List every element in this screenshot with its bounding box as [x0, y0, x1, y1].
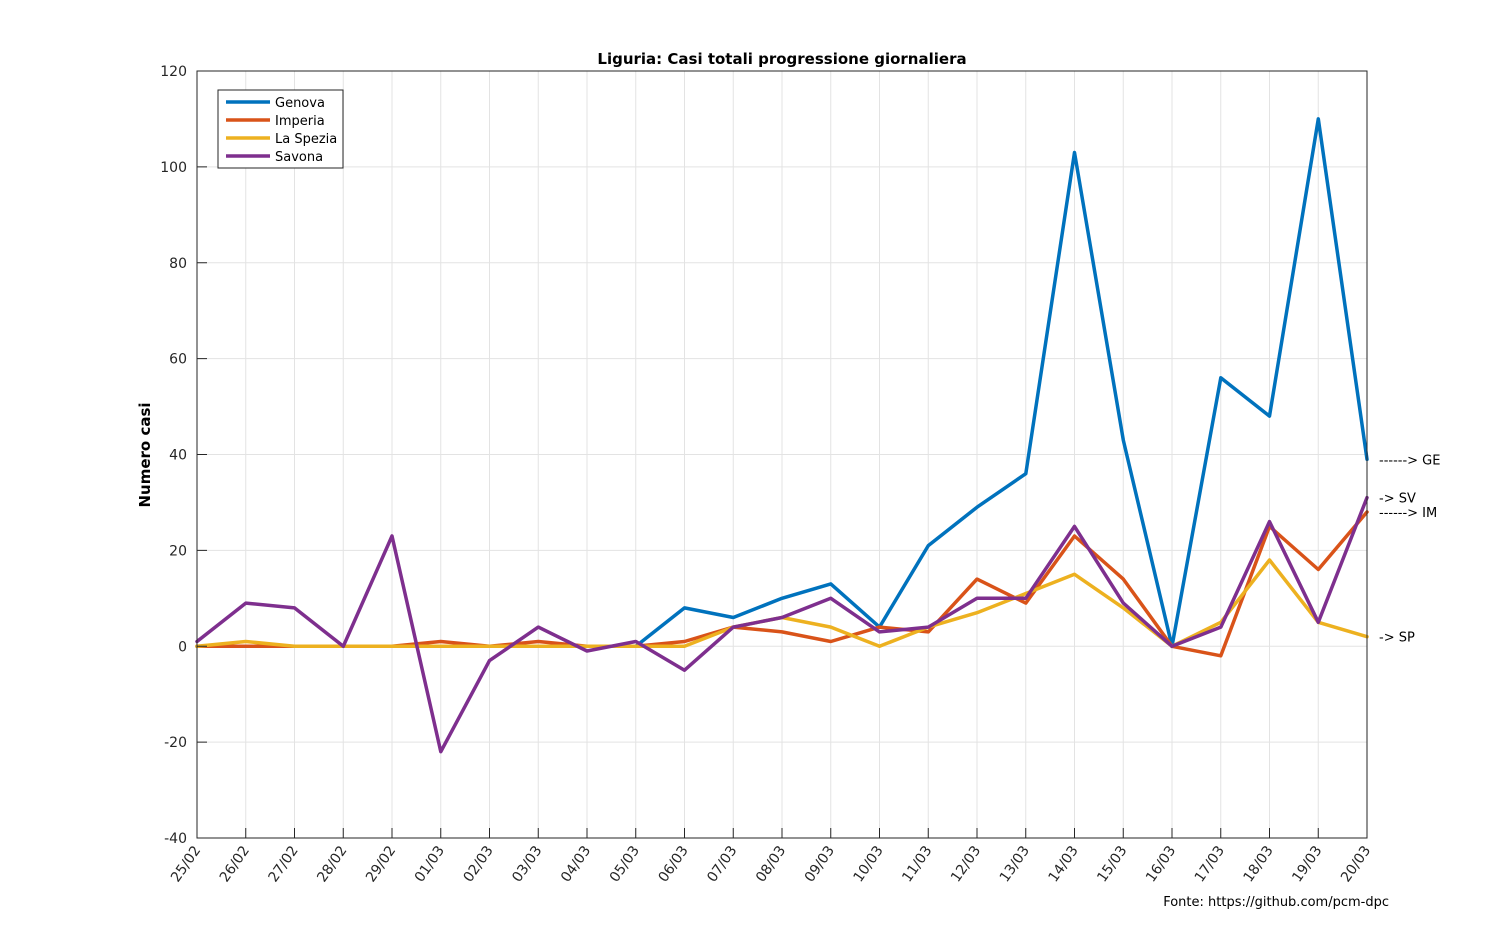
x-tick-label: 15/03 [1094, 843, 1130, 885]
x-tick-label: 17/03 [1192, 843, 1228, 885]
x-tick-label: 25/02 [168, 843, 204, 885]
x-tick-label: 04/03 [558, 843, 594, 885]
source-note: Fonte: https://github.com/pcm-dpc [1163, 895, 1389, 910]
x-tick-label: 26/02 [217, 843, 253, 885]
x-tick-label: 27/02 [266, 843, 302, 885]
y-tick-label: 0 [178, 639, 187, 655]
x-tick-label: 06/03 [656, 843, 692, 885]
y-tick-label: -20 [164, 735, 187, 751]
x-tick-label: 19/03 [1289, 843, 1325, 885]
series-line-savona [195, 495, 1369, 754]
legend: Genova Imperia La Spezia Savona [217, 89, 344, 169]
x-tick-label: 13/03 [997, 843, 1033, 885]
series-annotation: -> SP [1379, 631, 1415, 646]
x-tick-label: 01/03 [412, 843, 448, 885]
x-tick-label: 16/03 [1143, 843, 1179, 885]
y-axis-label: Numero casi [136, 402, 154, 507]
x-tick-label: 03/03 [509, 843, 545, 885]
x-tick-label: 12/03 [948, 843, 984, 885]
y-tick-label: 40 [169, 448, 187, 464]
x-tick-label: 11/03 [899, 843, 935, 885]
legend-label: Genova [275, 96, 325, 111]
y-tick-label: 100 [160, 160, 187, 176]
x-tick-label: 20/03 [1338, 843, 1374, 885]
legend-label: Imperia [275, 114, 325, 129]
x-tick-label: 14/03 [1046, 843, 1082, 885]
legend-label: La Spezia [275, 132, 337, 147]
y-tick-label: 20 [169, 543, 187, 559]
y-tick-label: 80 [169, 256, 187, 272]
y-axis: -40 -20 0 20 40 60 80 100 120 [160, 64, 207, 847]
legend-label: Savona [275, 150, 323, 165]
x-tick-label: 05/03 [607, 843, 643, 885]
x-tick-label: 10/03 [851, 843, 887, 885]
series-layer [195, 117, 1369, 754]
annotations: ------> GE -> SV------> IM -> SP [1379, 453, 1440, 645]
x-tick-label: 09/03 [802, 843, 838, 885]
x-tick-label: 29/02 [363, 843, 399, 885]
y-tick-label: -40 [164, 831, 187, 847]
y-tick-label: 60 [169, 352, 187, 368]
series-annotation: ------> GE [1379, 453, 1440, 468]
chart-title: Liguria: Casi totali progressione giorna… [597, 50, 966, 68]
series-annotation: -> SV [1379, 492, 1416, 507]
x-tick-label: 02/03 [461, 843, 497, 885]
series-annotation: ------> IM [1379, 506, 1437, 521]
y-tick-label: 120 [160, 64, 187, 80]
x-tick-label: 28/02 [314, 843, 350, 885]
x-tick-label: 18/03 [1241, 843, 1277, 885]
x-tick-label: 07/03 [704, 843, 740, 885]
x-tick-label: 08/03 [753, 843, 789, 885]
